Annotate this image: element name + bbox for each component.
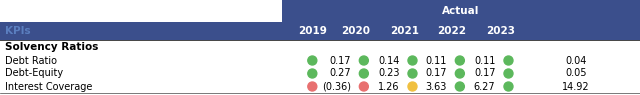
Text: 0.27: 0.27 [329, 68, 351, 78]
Text: 2019: 2019 [298, 26, 327, 36]
Text: Debt-Equity: Debt-Equity [5, 68, 63, 78]
Text: (0.36): (0.36) [322, 82, 351, 91]
Ellipse shape [504, 56, 513, 65]
Ellipse shape [308, 82, 317, 91]
Text: 0.23: 0.23 [378, 68, 399, 78]
Text: 0.05: 0.05 [565, 68, 587, 78]
Text: 14.92: 14.92 [562, 82, 590, 91]
Text: Actual: Actual [442, 6, 479, 16]
Ellipse shape [455, 56, 465, 65]
Text: 1.26: 1.26 [378, 82, 399, 91]
Bar [0, 22, 640, 40]
Text: Debt Ratio: Debt Ratio [5, 55, 57, 65]
Ellipse shape [504, 69, 513, 78]
Text: 0.17: 0.17 [426, 68, 447, 78]
Text: Solvency Ratios: Solvency Ratios [5, 42, 99, 52]
Text: 6.27: 6.27 [474, 82, 495, 91]
Text: Interest Coverage: Interest Coverage [5, 82, 92, 91]
Bar [282, 0, 640, 22]
Ellipse shape [408, 82, 417, 91]
Ellipse shape [408, 56, 417, 65]
Text: 2023: 2023 [486, 26, 515, 36]
Text: 0.04: 0.04 [565, 55, 587, 65]
Text: 0.14: 0.14 [378, 55, 399, 65]
Text: KPIs: KPIs [5, 26, 31, 36]
Ellipse shape [455, 82, 465, 91]
Ellipse shape [359, 69, 369, 78]
Ellipse shape [359, 56, 369, 65]
Text: 2020: 2020 [341, 26, 371, 36]
Ellipse shape [308, 69, 317, 78]
Ellipse shape [504, 82, 513, 91]
Text: 0.17: 0.17 [330, 55, 351, 65]
Ellipse shape [359, 82, 369, 91]
Text: 3.63: 3.63 [426, 82, 447, 91]
Text: 0.17: 0.17 [474, 68, 495, 78]
Text: 2021: 2021 [390, 26, 419, 36]
Ellipse shape [455, 69, 465, 78]
Text: 0.11: 0.11 [474, 55, 495, 65]
Text: 2022: 2022 [437, 26, 467, 36]
Ellipse shape [308, 56, 317, 65]
Ellipse shape [408, 69, 417, 78]
Text: 0.11: 0.11 [426, 55, 447, 65]
